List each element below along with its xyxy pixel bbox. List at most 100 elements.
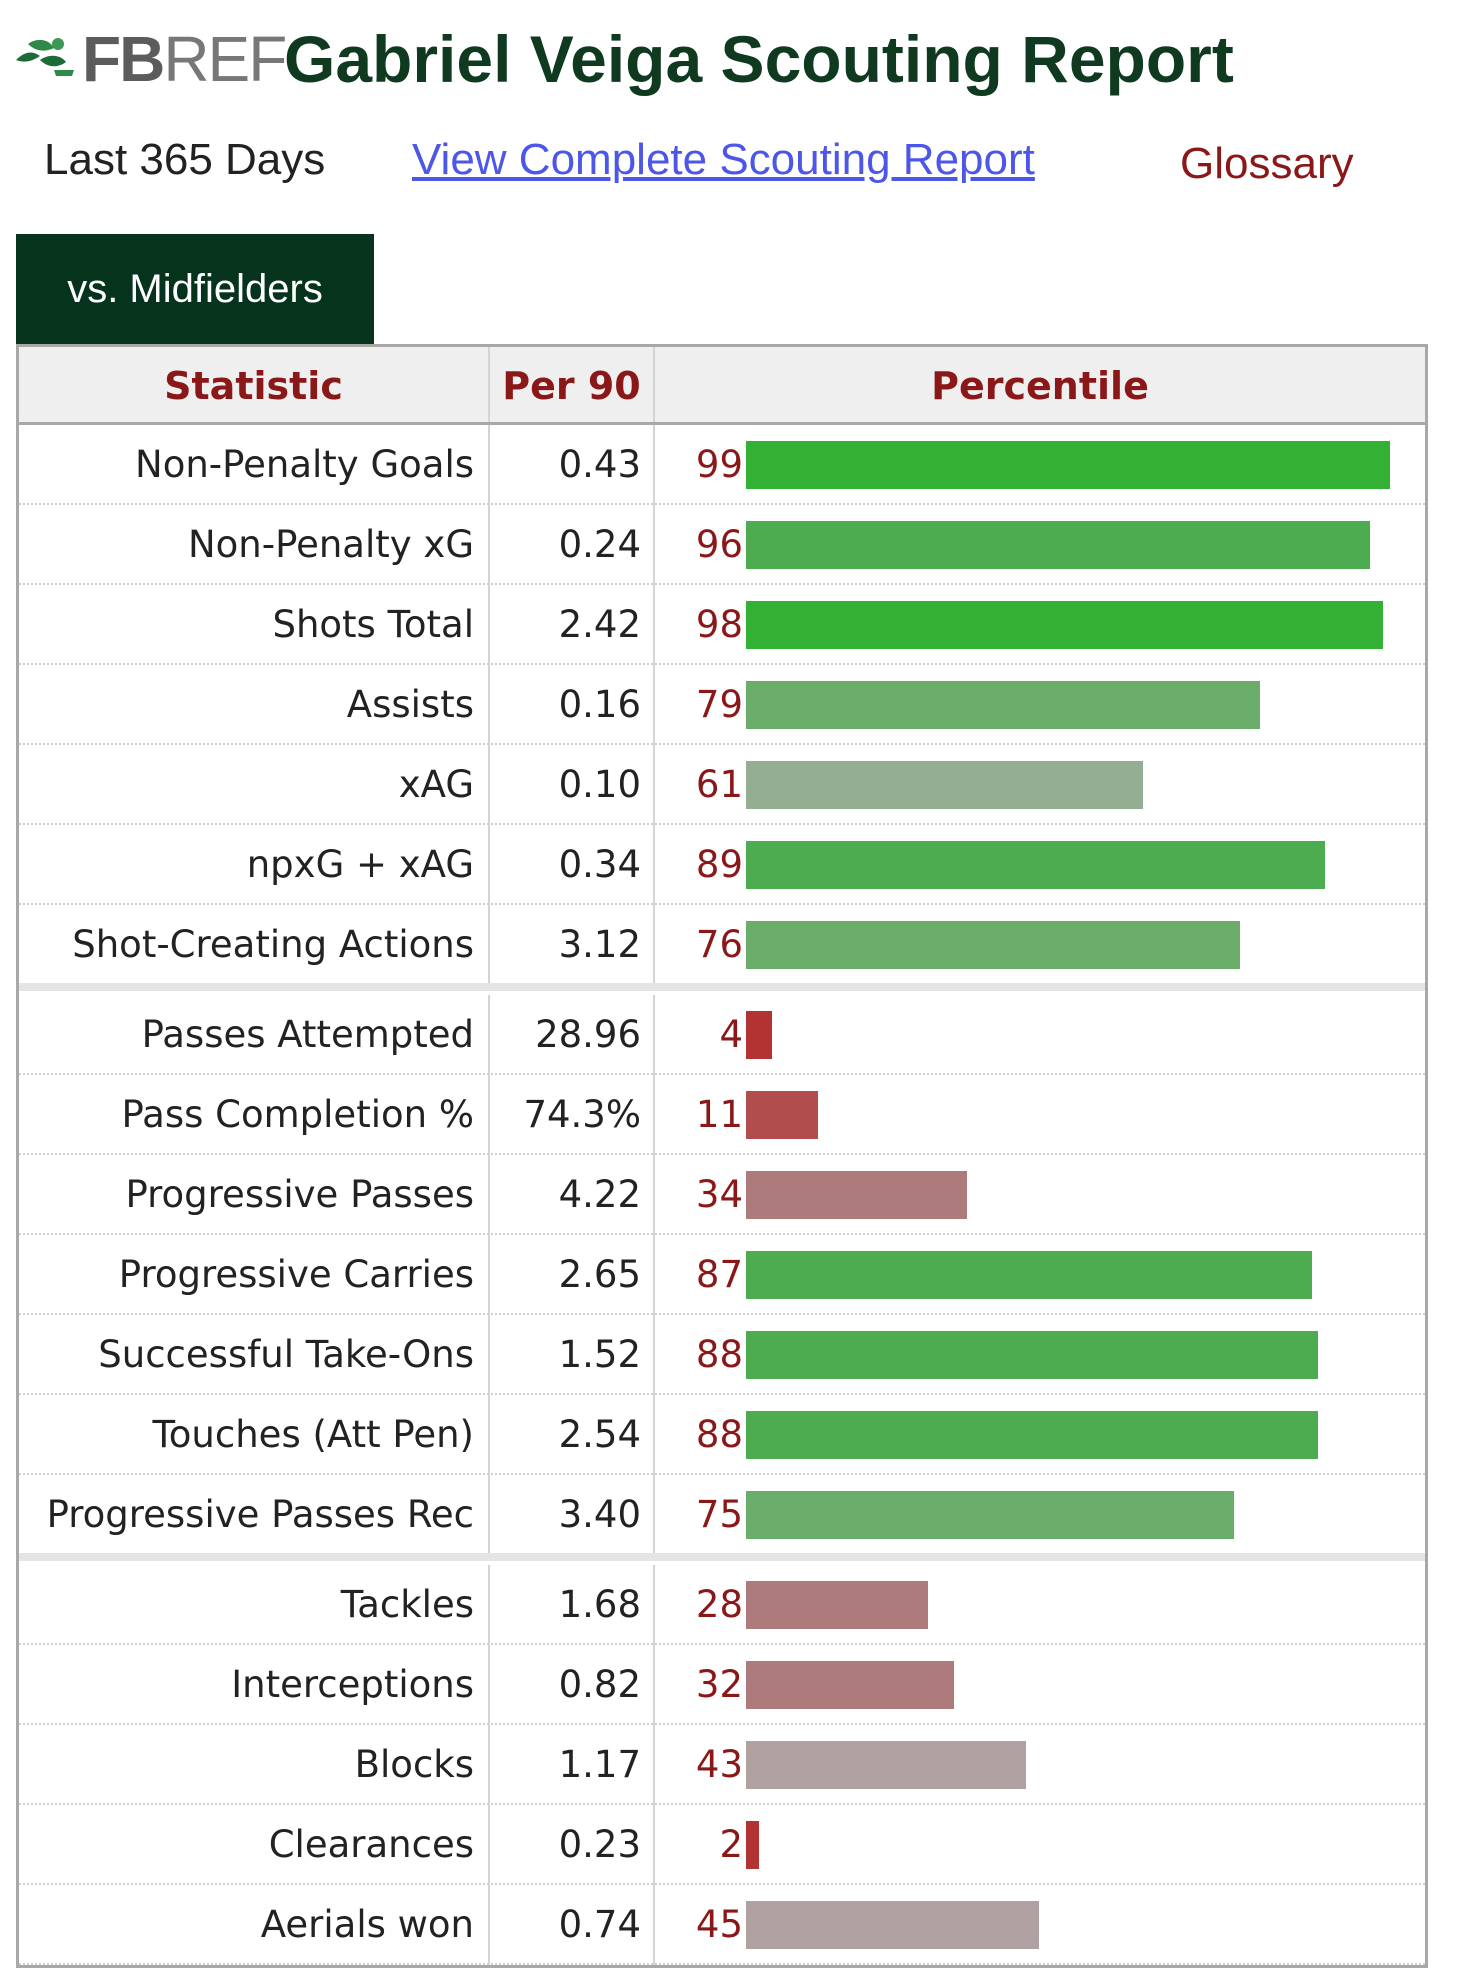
table-row: Assists 0.16 79 (19, 665, 1425, 745)
percentile-bar (746, 1171, 967, 1219)
per90-value: 1.17 (490, 1725, 655, 1805)
column-header-statistic[interactable]: Statistic (19, 347, 490, 422)
stat-name: Aerials won (19, 1885, 490, 1965)
stat-name: Progressive Passes (19, 1155, 490, 1235)
per90-value: 0.16 (490, 665, 655, 745)
glossary-link[interactable]: Glossary (1180, 139, 1354, 188)
per90-value: 0.24 (490, 505, 655, 585)
percentile-bar (746, 1901, 1039, 1949)
percentile-value: 32 (695, 1663, 743, 1706)
per90-value: 28.96 (490, 995, 655, 1075)
fbref-leaf-icon (16, 38, 74, 76)
per90-value: 0.23 (490, 1805, 655, 1885)
page-title: Gabriel Veiga Scouting Report (284, 22, 1234, 96)
logo-text-bold: FB (82, 23, 165, 95)
per90-value: 2.65 (490, 1235, 655, 1315)
percentile-value: 34 (695, 1173, 743, 1216)
per90-value: 2.42 (490, 585, 655, 665)
percentile-bar (746, 1091, 818, 1139)
percentile-bar (746, 441, 1390, 489)
column-header-per90[interactable]: Per 90 (490, 347, 655, 422)
stat-name: npxG + xAG (19, 825, 490, 905)
table-row: Progressive Carries 2.65 87 (19, 1235, 1425, 1315)
period-label: Last 365 Days (44, 135, 326, 184)
percentile-value: 88 (695, 1413, 743, 1456)
group-separator (19, 983, 1425, 991)
table-row: Successful Take-Ons 1.52 88 (19, 1315, 1425, 1395)
table-row: Non-Penalty xG 0.24 96 (19, 505, 1425, 585)
percentile-bar (746, 1251, 1312, 1299)
table-row: Shot-Creating Actions 3.12 76 (19, 905, 1425, 985)
table-row: xAG 0.10 61 (19, 745, 1425, 825)
per90-value: 4.22 (490, 1155, 655, 1235)
per90-value: 1.52 (490, 1315, 655, 1395)
fbref-wordmark: FBREF (82, 23, 287, 95)
page-header: FBREF Gabriel Veiga Scouting Report (14, 8, 1434, 108)
percentile-value: 98 (695, 603, 743, 646)
column-header-percentile[interactable]: Percentile (931, 364, 1149, 408)
table-row: Touches (Att Pen) 2.54 88 (19, 1395, 1425, 1475)
per90-value: 3.12 (490, 905, 655, 985)
percentile-value: 4 (719, 1013, 743, 1056)
stat-name: Passes Attempted (19, 995, 490, 1075)
stat-name: Pass Completion % (19, 1075, 490, 1155)
logo-text-light: REF (163, 23, 287, 95)
stat-name: Shot-Creating Actions (19, 905, 490, 985)
percentile-value: 11 (695, 1093, 743, 1136)
complete-report-link[interactable]: View Complete Scouting Report (412, 135, 1035, 184)
percentile-value: 79 (695, 683, 743, 726)
percentile-value: 2 (719, 1823, 743, 1866)
percentile-value: 61 (695, 763, 743, 806)
table-row: Progressive Passes Rec 3.40 75 (19, 1475, 1425, 1555)
percentile-bar (746, 1741, 1026, 1789)
percentile-bar (746, 1821, 759, 1869)
table-row: Pass Completion % 74.3% 11 (19, 1075, 1425, 1155)
percentile-value: 43 (695, 1743, 743, 1786)
stat-name: Blocks (19, 1725, 490, 1805)
percentile-bar (746, 1581, 928, 1629)
per90-value: 1.68 (490, 1565, 655, 1645)
percentile-value: 88 (695, 1333, 743, 1376)
stat-name: Non-Penalty Goals (19, 425, 490, 505)
percentile-value: 96 (695, 523, 743, 566)
stat-name: Clearances (19, 1805, 490, 1885)
scouting-report-table: Statistic Per 90 Percentile Non-Penalty … (16, 344, 1428, 1968)
percentile-bar (746, 601, 1383, 649)
percentile-value: 87 (695, 1253, 743, 1296)
percentile-value: 89 (695, 843, 743, 886)
percentile-value: 99 (695, 443, 743, 486)
table-row: Clearances 0.23 2 (19, 1805, 1425, 1885)
table-row: Interceptions 0.82 32 (19, 1645, 1425, 1725)
percentile-bar (746, 1011, 772, 1059)
subnav: Last 365 Days View Complete Scouting Rep… (0, 130, 1440, 190)
per90-value: 0.43 (490, 425, 655, 505)
stat-name: Assists (19, 665, 490, 745)
per90-value: 0.74 (490, 1885, 655, 1965)
percentile-bar (746, 1491, 1234, 1539)
percentile-value: 28 (695, 1583, 743, 1626)
per90-value: 74.3% (490, 1075, 655, 1155)
table-row: Aerials won 0.74 45 (19, 1885, 1425, 1965)
per90-value: 0.10 (490, 745, 655, 825)
percentile-bar (746, 681, 1260, 729)
per90-value: 0.82 (490, 1645, 655, 1725)
stat-name: xAG (19, 745, 490, 825)
stat-name: Non-Penalty xG (19, 505, 490, 585)
percentile-value: 45 (695, 1903, 743, 1946)
tab-vs-midfielders[interactable]: vs. Midfielders (16, 234, 374, 344)
fbref-logo[interactable]: FBREF (14, 22, 287, 94)
per90-value: 2.54 (490, 1395, 655, 1475)
table-row: Passes Attempted 28.96 4 (19, 995, 1425, 1075)
percentile-bar (746, 1411, 1318, 1459)
percentile-bar (746, 761, 1143, 809)
group-separator (19, 1553, 1425, 1561)
percentile-bar (746, 841, 1325, 889)
table-row: Progressive Passes 4.22 34 (19, 1155, 1425, 1235)
stat-name: Tackles (19, 1565, 490, 1645)
percentile-value: 75 (695, 1493, 743, 1536)
percentile-bar (746, 521, 1370, 569)
per90-value: 3.40 (490, 1475, 655, 1555)
table-row: npxG + xAG 0.34 89 (19, 825, 1425, 905)
table-row: Blocks 1.17 43 (19, 1725, 1425, 1805)
stat-name: Touches (Att Pen) (19, 1395, 490, 1475)
